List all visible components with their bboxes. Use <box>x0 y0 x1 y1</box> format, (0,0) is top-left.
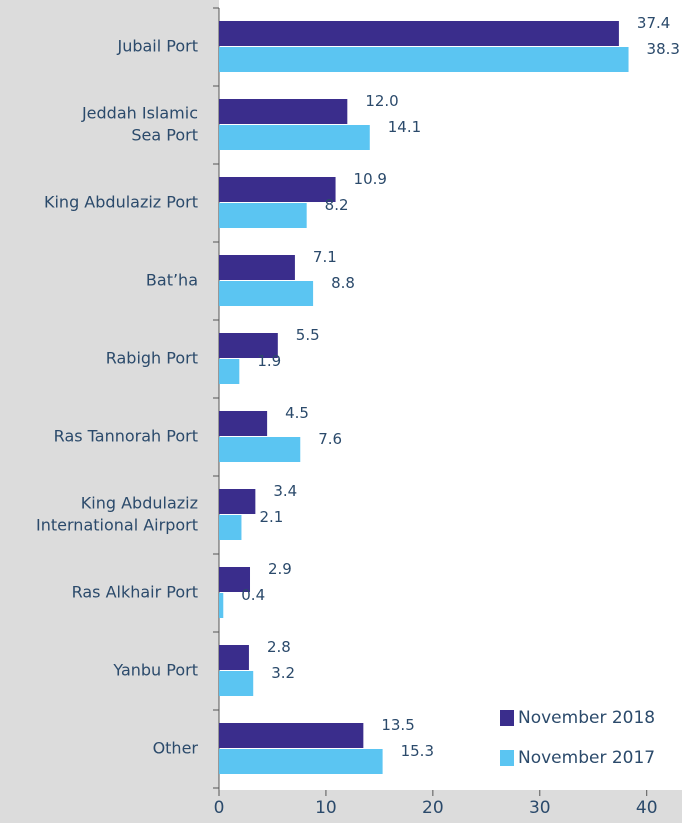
bar <box>219 281 314 306</box>
value-label: 10.9 <box>354 170 387 188</box>
category-label: Ras Tannorah Port <box>54 427 198 446</box>
value-label: 7.6 <box>318 430 342 448</box>
value-label: 15.3 <box>401 742 434 760</box>
value-label: 37.4 <box>637 14 670 32</box>
value-label: 2.1 <box>259 508 283 526</box>
value-label: 5.5 <box>296 326 320 344</box>
value-label: 7.1 <box>313 248 337 266</box>
value-label: 38.3 <box>647 40 680 58</box>
bar <box>219 47 629 72</box>
x-tick-label: 20 <box>422 798 444 818</box>
value-label: 14.1 <box>388 118 421 136</box>
x-tick-label: 40 <box>636 798 658 818</box>
bar <box>219 723 364 748</box>
value-label: 0.4 <box>241 586 265 604</box>
x-tick-label: 10 <box>315 798 337 818</box>
value-label: 2.9 <box>268 560 292 578</box>
bar <box>219 567 251 592</box>
value-label: 1.9 <box>257 352 281 370</box>
bar <box>219 437 301 462</box>
value-label: 12.0 <box>365 92 398 110</box>
x-tick-label: 0 <box>214 798 225 818</box>
legend-swatch <box>500 750 514 766</box>
bar <box>219 645 249 670</box>
bar <box>219 489 256 514</box>
bar <box>219 749 383 774</box>
category-label: Ras Alkhair Port <box>72 583 198 602</box>
legend-swatch <box>500 710 514 726</box>
bar <box>219 333 278 358</box>
bar <box>219 255 295 280</box>
value-label: 8.2 <box>325 196 349 214</box>
category-label: Sea Port <box>131 126 198 145</box>
category-label: Bat’ha <box>146 271 198 290</box>
value-label: 3.4 <box>273 482 297 500</box>
legend-label: November 2018 <box>518 708 655 728</box>
bar <box>219 411 268 436</box>
bar <box>219 515 242 540</box>
category-label: King Abdulaziz <box>81 494 198 513</box>
bar <box>219 21 619 46</box>
category-label: International Airport <box>36 516 198 535</box>
category-label: King Abdulaziz Port <box>44 193 198 212</box>
value-label: 13.5 <box>381 716 414 734</box>
category-label: Rabigh Port <box>106 349 198 368</box>
value-label: 8.8 <box>331 274 355 292</box>
x-tick-label: 30 <box>529 798 551 818</box>
category-label: Yanbu Port <box>112 661 198 680</box>
category-label: Other <box>153 739 199 758</box>
bar <box>219 671 254 696</box>
legend-label: November 2017 <box>518 748 655 768</box>
bar <box>219 203 307 228</box>
value-label: 4.5 <box>285 404 309 422</box>
value-label: 2.8 <box>267 638 291 656</box>
category-label: Jubail Port <box>116 37 198 56</box>
bar <box>219 99 348 124</box>
bar <box>219 359 240 384</box>
bar <box>219 125 370 150</box>
bar <box>219 593 224 618</box>
category-label: Jeddah Islamic <box>81 104 198 123</box>
value-label: 3.2 <box>271 664 295 682</box>
bar <box>219 177 336 202</box>
